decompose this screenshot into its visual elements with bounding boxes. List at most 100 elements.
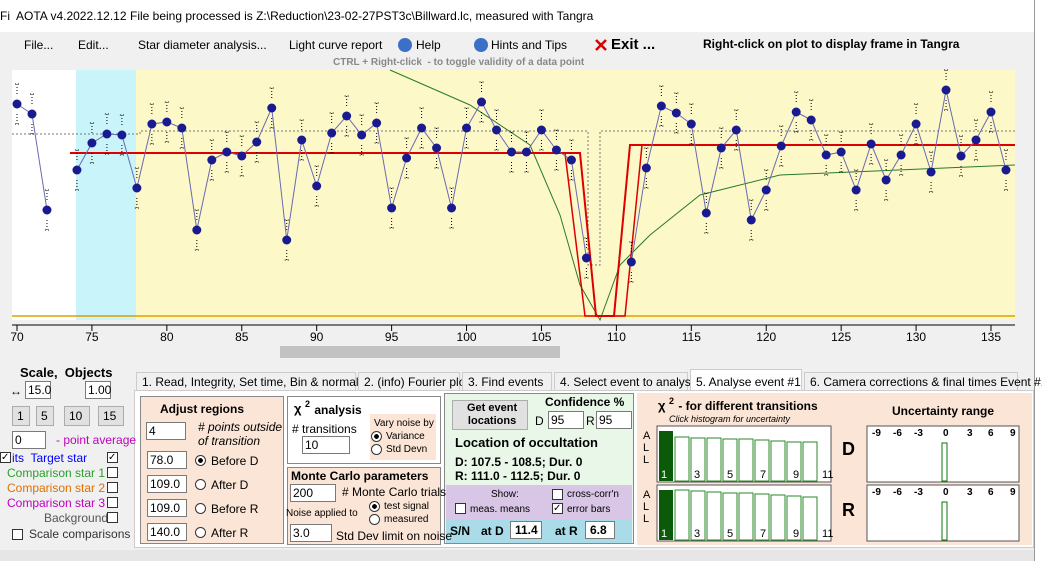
scale-button[interactable] (36, 406, 54, 426)
menu-item[interactable]: Exit ... (611, 36, 656, 53)
chi2-title-rest: analysis (311, 403, 362, 417)
region-radio[interactable] (195, 455, 206, 466)
transitions-label: # transitions (292, 422, 357, 436)
tab[interactable] (136, 372, 356, 391)
target-check[interactable]: ✓ (0, 452, 11, 463)
tab[interactable] (358, 372, 460, 391)
get-locations-label[interactable]: Get event locations (467, 402, 518, 427)
transitions[interactable] (302, 436, 350, 454)
region-radio[interactable] (195, 527, 206, 538)
scale-button[interactable] (12, 406, 30, 426)
error-check[interactable]: ✓ (552, 503, 563, 514)
region-value-value[interactable]: 109.0 (150, 477, 181, 491)
scale-y-value[interactable]: 1.00 (88, 383, 112, 397)
tab-label[interactable]: 4. Select event to analyse (560, 375, 698, 389)
confidence-r[interactable] (596, 411, 632, 429)
object-check[interactable] (107, 512, 118, 523)
light-curve-plot[interactable]: 70 75 80 85 90 95 100 105 110 115 120 125 130 135 (0, 65, 1020, 365)
sn-r-box (585, 521, 615, 539)
error-bar (15, 83, 20, 125)
menu-item[interactable]: Light curve report (289, 38, 383, 52)
object-check[interactable] (107, 467, 118, 478)
region-value[interactable] (147, 499, 187, 517)
histograms[interactable] (637, 393, 1037, 543)
region-value[interactable] (147, 523, 187, 541)
scale-x-value[interactable]: 15.0 (28, 383, 52, 397)
menu-item[interactable]: Help (416, 38, 441, 52)
data-point (252, 137, 262, 147)
menu-item[interactable]: Star diameter analysis... (138, 38, 267, 52)
data-point (761, 185, 771, 195)
tab-label[interactable]: 6. Camera corrections & final times Even… (810, 375, 1042, 389)
object-check[interactable] (107, 482, 118, 493)
x-tick-label: 80 (160, 330, 174, 344)
tab-label[interactable]: 3. Find events (468, 375, 544, 389)
trials-value[interactable]: 200 (293, 486, 314, 500)
data-point (566, 155, 576, 165)
tab[interactable] (462, 372, 552, 391)
scale-button[interactable] (98, 406, 124, 426)
object-label: Background (44, 511, 109, 525)
get-locations[interactable] (452, 400, 528, 430)
scale-x[interactable] (25, 381, 51, 399)
mean-line (12, 130, 1015, 266)
histogram-d[interactable] (656, 425, 832, 483)
points-outside[interactable] (146, 422, 186, 440)
means-check[interactable] (455, 503, 466, 514)
vary-radio[interactable] (371, 444, 382, 455)
tab-label[interactable]: 2. (info) Fourier plot (364, 375, 469, 389)
data-point (746, 215, 756, 225)
point-average[interactable] (12, 431, 46, 449)
hist-number: 5 (727, 528, 734, 540)
error-bar (479, 81, 485, 123)
confidence-d-value[interactable]: 95 (551, 413, 565, 427)
points-outside-value[interactable]: 4 (149, 424, 156, 438)
cross-check[interactable] (552, 489, 563, 500)
hist-number: 1 (661, 469, 668, 481)
noise-radio[interactable] (369, 501, 380, 512)
tab-label[interactable]: 5. Analyse event #1 (696, 375, 801, 389)
point-average-value[interactable]: 0 (15, 433, 22, 447)
transitions-value[interactable]: 10 (305, 438, 319, 452)
object-check[interactable] (107, 497, 118, 508)
region-value-value[interactable]: 78.0 (150, 453, 174, 467)
tab-label[interactable]: 1. Read, Integrity, Set time, Bin & norm… (142, 375, 374, 389)
confidence-d[interactable] (548, 411, 584, 429)
scale-button-label[interactable]: 15 (103, 409, 117, 423)
noise-limit-value[interactable]: 3.0 (293, 526, 310, 540)
scale-button-label[interactable]: 1 (17, 409, 24, 423)
tab[interactable] (690, 369, 802, 391)
region-radio[interactable] (195, 479, 206, 490)
error-bar (869, 123, 875, 165)
uncertainty-tick: 6 (988, 487, 994, 498)
scroll-thumb[interactable] (280, 346, 560, 358)
data-point (776, 141, 786, 151)
object-check[interactable]: ✓ (107, 452, 118, 463)
noise-limit[interactable] (290, 524, 332, 542)
scale-button[interactable] (64, 406, 90, 426)
menu-item[interactable]: Hints and Tips (491, 38, 568, 52)
tab[interactable] (554, 372, 688, 391)
scale-button-label[interactable]: 10 (69, 409, 83, 423)
error-bar (944, 69, 950, 111)
vary-radio[interactable] (371, 431, 382, 442)
noise-option: test signal (384, 501, 430, 512)
region-value[interactable] (147, 451, 187, 469)
scale-button-label[interactable]: 5 (41, 409, 48, 423)
data-point (671, 108, 681, 118)
confidence-r-value[interactable]: 95 (599, 413, 613, 427)
noise-radio[interactable] (369, 514, 380, 525)
scale-comparisons-check[interactable] (12, 529, 23, 540)
region-radio[interactable] (195, 503, 206, 514)
region-value-value[interactable]: 109.0 (150, 501, 181, 515)
trials[interactable] (290, 484, 336, 502)
x-tick-label: 115 (682, 330, 701, 344)
region-value-value[interactable]: 140.0 (150, 525, 181, 539)
menu-item[interactable]: File... (24, 38, 54, 52)
menu-item[interactable]: Edit... (78, 38, 109, 52)
region-value[interactable] (147, 475, 187, 493)
histogram-r[interactable] (656, 484, 832, 542)
data-point (521, 147, 531, 157)
scale-y[interactable] (85, 381, 111, 399)
tab[interactable] (804, 372, 1018, 391)
